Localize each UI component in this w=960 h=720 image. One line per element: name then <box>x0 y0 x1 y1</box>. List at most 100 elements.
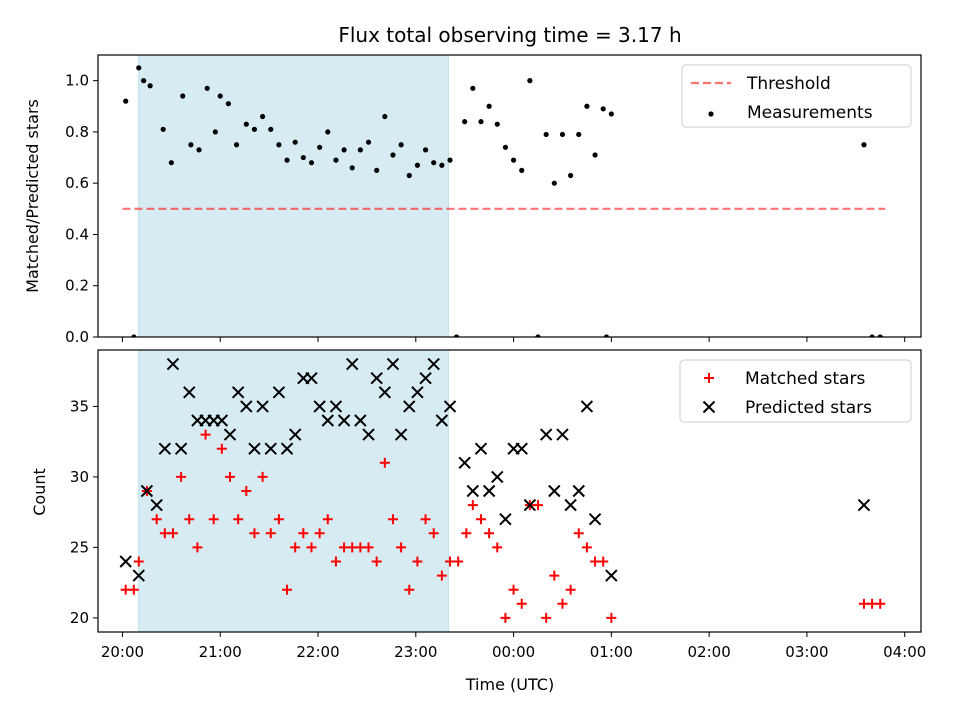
measurement-point <box>196 147 202 153</box>
predicted-star-point <box>427 357 440 371</box>
predicted-star-point <box>378 386 392 399</box>
predicted-star-point <box>386 357 400 371</box>
top-y-tick-label: 0.2 <box>65 277 89 295</box>
measurement-point <box>478 119 484 125</box>
legend-label: Threshold <box>746 74 831 94</box>
top-legend: Threshold Measurements <box>681 64 912 128</box>
predicted-star-point <box>288 428 302 441</box>
measurement-point <box>608 111 614 117</box>
predicted-star-point <box>354 414 367 427</box>
legend-label: Matched stars <box>745 369 865 389</box>
predicted-star-point <box>443 400 457 413</box>
matched-star-point <box>273 514 284 525</box>
matched-star-point <box>184 514 195 525</box>
predicted-star-point <box>158 442 172 455</box>
bottom-y-tick-label: 20 <box>70 609 89 627</box>
measurement-point <box>559 131 566 138</box>
bottom-axes-frame <box>97 349 922 633</box>
matched-star-point <box>508 584 519 595</box>
measurement-point <box>212 129 218 135</box>
legend-measurement-swatch <box>708 111 714 117</box>
measurement-point <box>131 334 137 337</box>
predicted-star-point <box>556 428 569 441</box>
measurement-point <box>535 334 541 337</box>
predicted-star-point <box>166 357 180 371</box>
measurement-point <box>462 119 468 125</box>
predicted-star-point <box>588 512 602 526</box>
measurement-point <box>308 160 315 166</box>
bottom-series-0 <box>120 429 886 623</box>
matched-star-point <box>404 584 415 595</box>
matched-star-point <box>200 429 211 440</box>
matched-star-point <box>573 528 584 539</box>
legend-matched-swatch <box>704 373 714 383</box>
measurement-point <box>519 167 525 173</box>
measurement-point <box>284 157 290 163</box>
predicted-star-point <box>403 400 416 413</box>
top-plot-area <box>122 65 886 337</box>
x-tick-label: 21:00 <box>199 643 242 661</box>
measurement-point <box>365 139 372 145</box>
measurement-point <box>543 131 549 138</box>
predicted-star-point <box>605 569 618 582</box>
measurement-point <box>123 98 129 104</box>
bottom-y-tick-label: 25 <box>70 538 89 556</box>
matched-star-point <box>128 584 139 595</box>
measurement-point <box>398 142 404 148</box>
predicted-star-point <box>580 400 594 413</box>
x-tick-label: 00:00 <box>492 643 535 661</box>
measurement-point <box>276 142 282 148</box>
matched-star-point <box>290 542 301 553</box>
predicted-star-point <box>548 484 561 498</box>
predicted-star-point <box>572 484 585 498</box>
predicted-star-point <box>240 400 253 413</box>
matched-star-point <box>133 556 144 567</box>
measurement-point <box>422 147 429 153</box>
matched-star-point <box>282 584 293 595</box>
measurement-point <box>382 113 388 120</box>
matched-star-point <box>541 612 552 623</box>
measurement-point <box>877 334 883 337</box>
matched-star-point <box>265 528 276 539</box>
measurement-point <box>527 78 533 84</box>
predicted-star-point <box>491 470 504 484</box>
legend-label: Predicted stars <box>745 398 872 418</box>
predicted-star-point <box>539 428 553 441</box>
matched-star-point <box>306 542 317 553</box>
top-y-tick-label: 0.6 <box>65 174 89 192</box>
matched-star-point <box>151 514 162 525</box>
matched-star-point <box>167 528 178 539</box>
measurement-point <box>406 172 412 179</box>
matched-star-point <box>396 542 407 553</box>
matched-star-point <box>428 528 439 539</box>
matched-star-point <box>453 556 464 567</box>
bottom-panel: 20 25 30 35 20:00 21:00 22:00 23:00 00:00 01:00 02… <box>70 349 926 661</box>
measurement-point <box>374 167 380 173</box>
bottom-shaded-region <box>138 349 449 633</box>
x-tick-label: 22:00 <box>296 643 339 661</box>
bottom-legend: Matched stars Predicted stars <box>679 359 912 423</box>
predicted-star-point <box>215 414 229 427</box>
measurement-point <box>168 160 174 166</box>
predicted-star-point <box>256 400 269 413</box>
predicted-star-point <box>564 498 577 512</box>
measurement-point <box>260 113 266 120</box>
x-tick-label: 20:00 <box>101 643 144 661</box>
x-tick-label: 23:00 <box>394 643 437 661</box>
matched-star-point <box>467 500 478 511</box>
predicted-star-point <box>231 386 245 399</box>
measurement-point <box>439 162 445 168</box>
predicted-star-point <box>174 442 188 455</box>
predicted-star-point <box>337 414 351 427</box>
top-panel: 0.0 0.2 0.4 0.6 0.8 1.0 Threshold Measurements <box>65 54 922 346</box>
predicted-star-point <box>140 484 154 498</box>
predicted-star-point <box>458 456 471 470</box>
predicted-star-point <box>515 442 528 455</box>
predicted-star-point <box>183 386 196 399</box>
measurement-point <box>243 121 249 127</box>
matched-star-point <box>314 528 325 539</box>
matched-star-point <box>192 542 203 553</box>
measurement-point <box>160 126 166 132</box>
legend-box <box>681 64 912 128</box>
